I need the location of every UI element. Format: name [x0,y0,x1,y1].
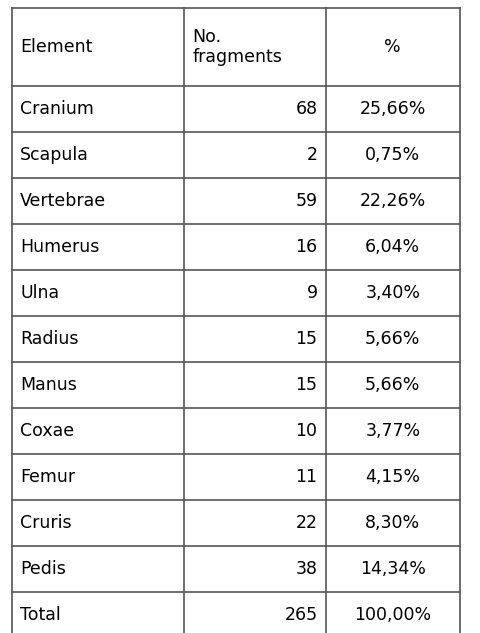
Text: Cruris: Cruris [20,514,72,532]
Text: 0,75%: 0,75% [365,146,420,164]
Text: Ulna: Ulna [20,284,59,302]
Text: Total: Total [20,606,61,624]
Text: 22,26%: 22,26% [360,192,426,210]
Text: 14,34%: 14,34% [360,560,426,578]
Text: 3,40%: 3,40% [365,284,420,302]
Text: 8,30%: 8,30% [365,514,420,532]
Text: 9: 9 [306,284,318,302]
Text: Cranium: Cranium [20,100,94,118]
Text: No.
fragments: No. fragments [192,28,282,66]
Text: 22: 22 [296,514,318,532]
Text: Radius: Radius [20,330,79,348]
Text: %: % [384,38,401,56]
Text: 3,77%: 3,77% [365,422,420,440]
Text: 265: 265 [285,606,318,624]
Text: 4,15%: 4,15% [365,468,420,486]
Text: 68: 68 [296,100,318,118]
Text: 15: 15 [296,376,318,394]
Text: Femur: Femur [20,468,75,486]
Text: Manus: Manus [20,376,77,394]
Text: Scapula: Scapula [20,146,89,164]
Text: 2: 2 [307,146,318,164]
Text: Pedis: Pedis [20,560,66,578]
Text: 10: 10 [296,422,318,440]
Text: 16: 16 [296,238,318,256]
Text: 5,66%: 5,66% [365,330,420,348]
Text: Coxae: Coxae [20,422,74,440]
Text: 15: 15 [296,330,318,348]
Text: 59: 59 [296,192,318,210]
Text: Element: Element [20,38,92,56]
Text: Humerus: Humerus [20,238,99,256]
Text: 38: 38 [296,560,318,578]
Text: 6,04%: 6,04% [365,238,420,256]
Text: 100,00%: 100,00% [354,606,432,624]
Text: 5,66%: 5,66% [365,376,420,394]
Text: 11: 11 [296,468,318,486]
Text: 25,66%: 25,66% [360,100,426,118]
Text: Vertebrae: Vertebrae [20,192,106,210]
